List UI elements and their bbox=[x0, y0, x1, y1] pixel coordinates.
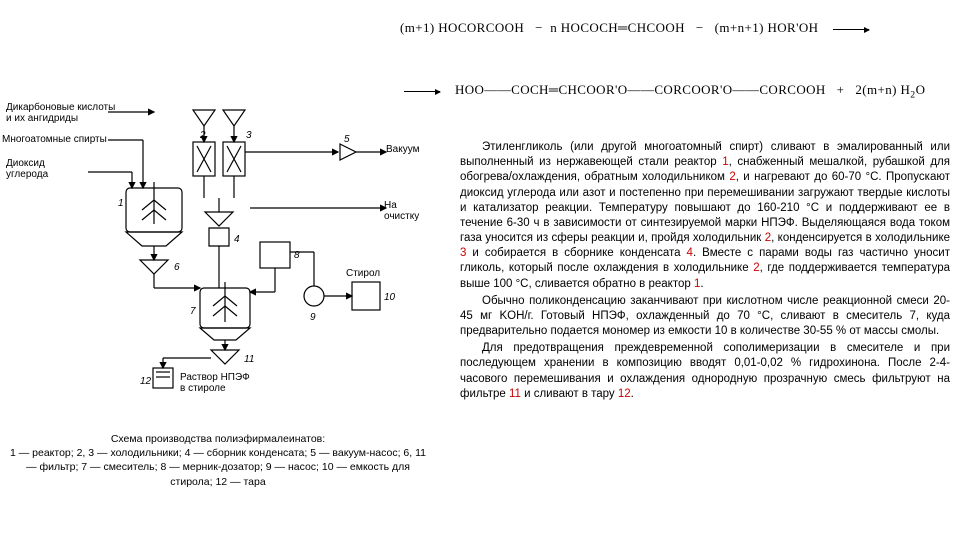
svg-text:12: 12 bbox=[140, 376, 152, 387]
svg-text:6: 6 bbox=[174, 262, 180, 273]
p1d: , конденсируется в холодильнике bbox=[771, 232, 950, 244]
eq2-left: HOO——COCH═CHCOOR'O——CORCOOR'O——CORCOOH bbox=[455, 82, 826, 97]
eq1-mid: n HOCOCH═CHCOOH bbox=[550, 20, 685, 35]
svg-text:10: 10 bbox=[384, 292, 396, 303]
svg-text:4: 4 bbox=[234, 234, 240, 245]
svg-text:2: 2 bbox=[199, 130, 206, 141]
label-co2: Диоксид углерода bbox=[6, 158, 76, 180]
svg-text:8: 8 bbox=[294, 250, 300, 261]
eq1-right: (m+n+1) HOR'OH bbox=[715, 20, 819, 35]
svg-text:3: 3 bbox=[246, 130, 252, 141]
ref-11: 11 bbox=[509, 388, 521, 400]
eq2-o: O bbox=[916, 82, 926, 97]
svg-text:7: 7 bbox=[190, 306, 196, 317]
p1e: и собирается в сборнике конденсата bbox=[466, 247, 686, 259]
label-dicarb: Дикарбоновые кислоты и их ангидриды bbox=[6, 102, 116, 124]
ref-12: 12 bbox=[618, 388, 631, 400]
p3b: и сливают в тару bbox=[521, 388, 618, 400]
eq2-right: 2(m+n) H bbox=[855, 82, 910, 97]
eq-minus1: − bbox=[535, 20, 543, 35]
svg-text:11: 11 bbox=[244, 354, 254, 365]
p2: Обычно поликонденсацию заканчивают при к… bbox=[460, 294, 950, 340]
label-clean: На очистку bbox=[384, 200, 428, 222]
process-diagram: 1 2 3 4 5 6 7 8 9 10 11 12 Дикарбоновые … bbox=[8, 92, 428, 392]
svg-text:9: 9 bbox=[310, 312, 316, 323]
caption-legend: 1 — реактор; 2, 3 — холодильники; 4 — сб… bbox=[8, 446, 428, 489]
label-styrene: Стирол bbox=[346, 268, 380, 279]
caption-title: Схема производства полиэфирмалеинатов: bbox=[8, 432, 428, 446]
svg-text:5: 5 bbox=[344, 134, 350, 145]
p3c: . bbox=[631, 388, 634, 400]
eq-minus2: − bbox=[696, 20, 704, 35]
svg-text:1: 1 bbox=[118, 198, 124, 209]
eq-plus: + bbox=[837, 82, 845, 97]
diagram-caption: Схема производства полиэфирмалеинатов: 1… bbox=[8, 432, 428, 489]
p1h: . bbox=[700, 278, 703, 290]
eq1-left: (m+1) HOCORCOOH bbox=[400, 20, 524, 35]
arrow-icon bbox=[833, 29, 869, 30]
label-polyol: Многоатомные спирты bbox=[2, 134, 112, 145]
body-text: Этиленгликоль (или другой многоатомный с… bbox=[460, 140, 950, 404]
label-product: Раствор НПЭФ в стироле bbox=[180, 372, 250, 394]
label-vacuum: Вакуум bbox=[386, 144, 419, 155]
